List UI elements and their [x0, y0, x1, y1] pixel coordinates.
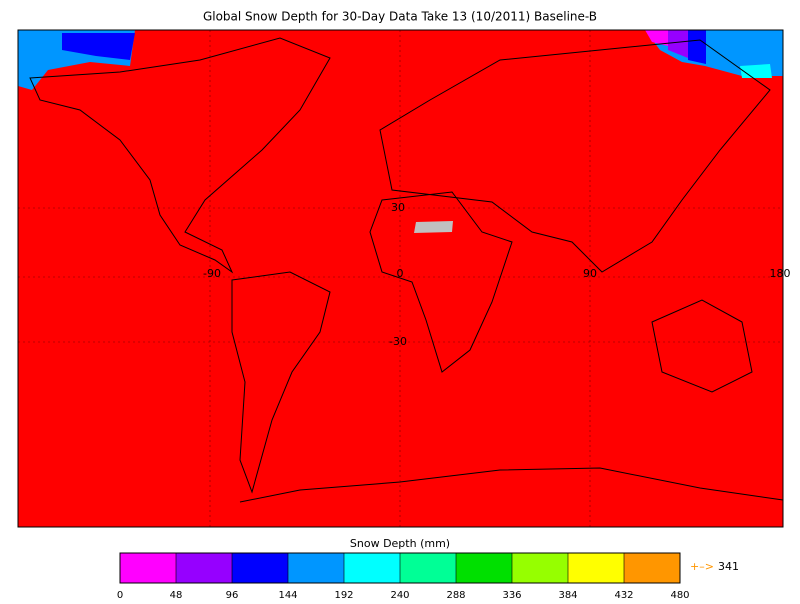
no-data-region	[414, 221, 453, 233]
colorbar-bin	[288, 553, 344, 583]
colorbar-bin	[512, 553, 568, 583]
tick-label: 288	[446, 590, 465, 600]
snow-region	[688, 30, 706, 64]
tick-label: 192	[334, 590, 353, 600]
lon-label: 180	[770, 267, 791, 280]
coastline	[231, 271, 331, 494]
lat-label: 30	[391, 201, 405, 214]
tick-label: 144	[278, 590, 297, 600]
coastline	[239, 467, 784, 503]
colorbar-bin	[176, 553, 232, 583]
tick-label: 336	[502, 590, 521, 600]
colorbar-bin	[568, 553, 624, 583]
snow-region	[740, 64, 772, 78]
coastline	[379, 39, 771, 273]
snow-region	[645, 30, 668, 46]
coastline	[369, 191, 513, 373]
title: Global Snow Depth for 30-Day Data Take 1…	[203, 10, 597, 24]
tick-label: 96	[226, 590, 239, 600]
lon-label: 90	[583, 267, 597, 280]
lon-label: 0	[397, 267, 404, 280]
colorbar: 0 48 96 144 192 240 288 336 384 432 480	[117, 552, 690, 601]
colorbar-bin	[624, 553, 680, 583]
tick-label: 432	[614, 590, 633, 600]
lat-label: -30	[389, 335, 407, 348]
tick-label: 0	[117, 590, 123, 600]
tick-label: 384	[558, 590, 577, 600]
colorbar-bin	[344, 553, 400, 583]
tick-label: 240	[390, 590, 409, 600]
map-frame	[17, 29, 784, 528]
snow-region	[62, 33, 135, 60]
overflow-value: 341	[718, 560, 739, 573]
colorbar-label: Snow Depth (mm)	[350, 537, 450, 550]
tick-label: 48	[170, 590, 183, 600]
tick-label: 480	[670, 590, 689, 600]
lon-label: -90	[203, 267, 221, 280]
coastline	[29, 37, 331, 274]
snow-region	[668, 30, 688, 58]
overflow-arrow: +–>	[690, 560, 714, 573]
colorbar-bin	[456, 553, 512, 583]
colorbar-bin	[232, 553, 288, 583]
coastline	[651, 299, 753, 393]
colorbar-bin	[120, 553, 176, 583]
coastlines	[29, 37, 784, 503]
colorbar-bin	[400, 553, 456, 583]
